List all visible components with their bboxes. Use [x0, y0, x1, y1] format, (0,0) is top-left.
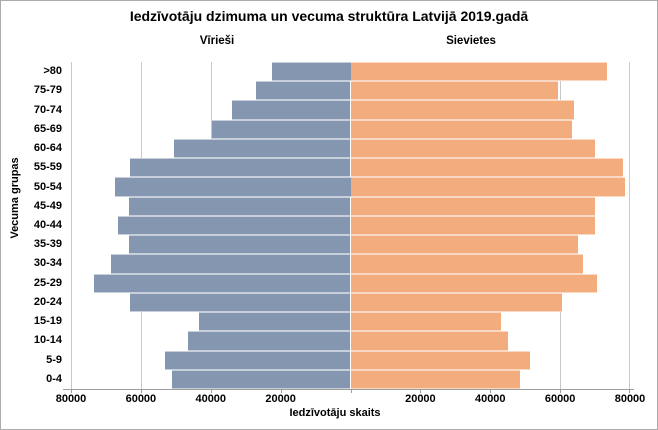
female-series-label: Sievietes — [446, 35, 496, 47]
x-axis-tick — [490, 389, 492, 393]
bar-male-5-9 — [165, 350, 351, 370]
bar-female-45-49 — [350, 196, 596, 216]
x-axis-title: Iedzīvotāju skaits — [289, 407, 381, 419]
bar-male-75-79 — [256, 81, 351, 101]
x-axis-tick — [420, 389, 422, 393]
plot-area — [63, 62, 634, 393]
y-tick-label-0-4: 0-4 — [46, 372, 62, 385]
y-tick-label-10-14: 10-14 — [33, 334, 62, 347]
x-axis-tick — [210, 389, 212, 393]
bar-male-70-74 — [231, 100, 351, 120]
bar-male-55-59 — [130, 158, 351, 178]
bar-female-40-44 — [350, 215, 596, 236]
x-tick-label: 80000 — [614, 393, 646, 405]
bar-male-gt80 — [271, 62, 351, 82]
y-tick-label-gt80: >80 — [43, 65, 62, 78]
x-axis-tick — [140, 389, 142, 393]
bar-female-25-29 — [350, 273, 597, 293]
x-axis-tick — [280, 389, 282, 393]
bar-female-60-64 — [350, 138, 596, 159]
x-axis-tick — [560, 389, 562, 393]
x-tick-label: 20000 — [265, 393, 296, 405]
x-axis-tick — [71, 389, 72, 393]
bar-male-35-39 — [128, 235, 351, 255]
bar-female-10-14 — [350, 331, 508, 351]
y-tick-label-75-79: 75-79 — [33, 84, 62, 97]
x-axis-tick — [350, 389, 352, 393]
y-tick-label-35-39: 35-39 — [33, 238, 62, 251]
bar-male-10-14 — [188, 331, 351, 351]
x-axis-tick — [629, 389, 630, 393]
x-tick-label: 40000 — [195, 393, 227, 405]
x-tick-label: 80000 — [55, 393, 87, 405]
y-tick-label-5-9: 5-9 — [46, 353, 62, 366]
y-tick-label-30-34: 30-34 — [33, 257, 62, 270]
bar-male-50-54 — [114, 177, 351, 197]
bar-female-5-9 — [350, 350, 531, 370]
y-tick-label-45-49: 45-49 — [33, 199, 62, 212]
y-tick-label-50-54: 50-54 — [33, 180, 62, 193]
bar-male-20-24 — [130, 292, 351, 313]
x-axis-line — [63, 389, 634, 390]
bar-female-65-69 — [350, 119, 573, 139]
bar-male-65-69 — [212, 119, 351, 139]
bar-female-70-74 — [350, 100, 575, 120]
bar-male-45-49 — [128, 196, 351, 216]
bar-female-35-39 — [350, 235, 578, 255]
bar-male-40-44 — [118, 215, 351, 236]
y-tick-label-55-59: 55-59 — [33, 161, 62, 174]
male-series-label: Vīrieši — [199, 35, 235, 47]
chart-title: Iedzīvotāju dzimuma un vecuma struktūra … — [129, 8, 529, 24]
bar-female-50-54 — [350, 177, 625, 197]
bar-female-0-4 — [350, 369, 520, 389]
bar-female-55-59 — [350, 158, 623, 178]
y-tick-label-25-29: 25-29 — [33, 276, 62, 289]
x-tick-label: 60000 — [125, 393, 157, 405]
x-tick-label: 20000 — [405, 393, 436, 405]
bar-male-15-19 — [198, 312, 351, 332]
bar-male-30-34 — [111, 254, 351, 274]
bar-female-75-79 — [350, 81, 559, 101]
x-tick-label: 40000 — [474, 393, 506, 405]
y-tick-label-70-74: 70-74 — [33, 103, 62, 116]
bar-female-15-19 — [350, 312, 501, 332]
x-tick-label: 60000 — [544, 393, 576, 405]
y-tick-label-65-69: 65-69 — [33, 122, 62, 135]
y-tick-label-15-19: 15-19 — [33, 315, 62, 328]
x-gridline — [629, 62, 630, 389]
x-gridline — [71, 62, 72, 389]
bar-female-gt80 — [350, 62, 608, 82]
y-tick-label-60-64: 60-64 — [33, 142, 62, 155]
y-tick-label-40-44: 40-44 — [33, 219, 62, 231]
bar-male-60-64 — [174, 138, 351, 159]
bar-male-0-4 — [172, 369, 351, 389]
bar-female-20-24 — [350, 292, 562, 313]
bar-female-30-34 — [350, 254, 583, 274]
y-tick-label-20-24: 20-24 — [33, 295, 62, 308]
bar-male-25-29 — [93, 273, 351, 293]
